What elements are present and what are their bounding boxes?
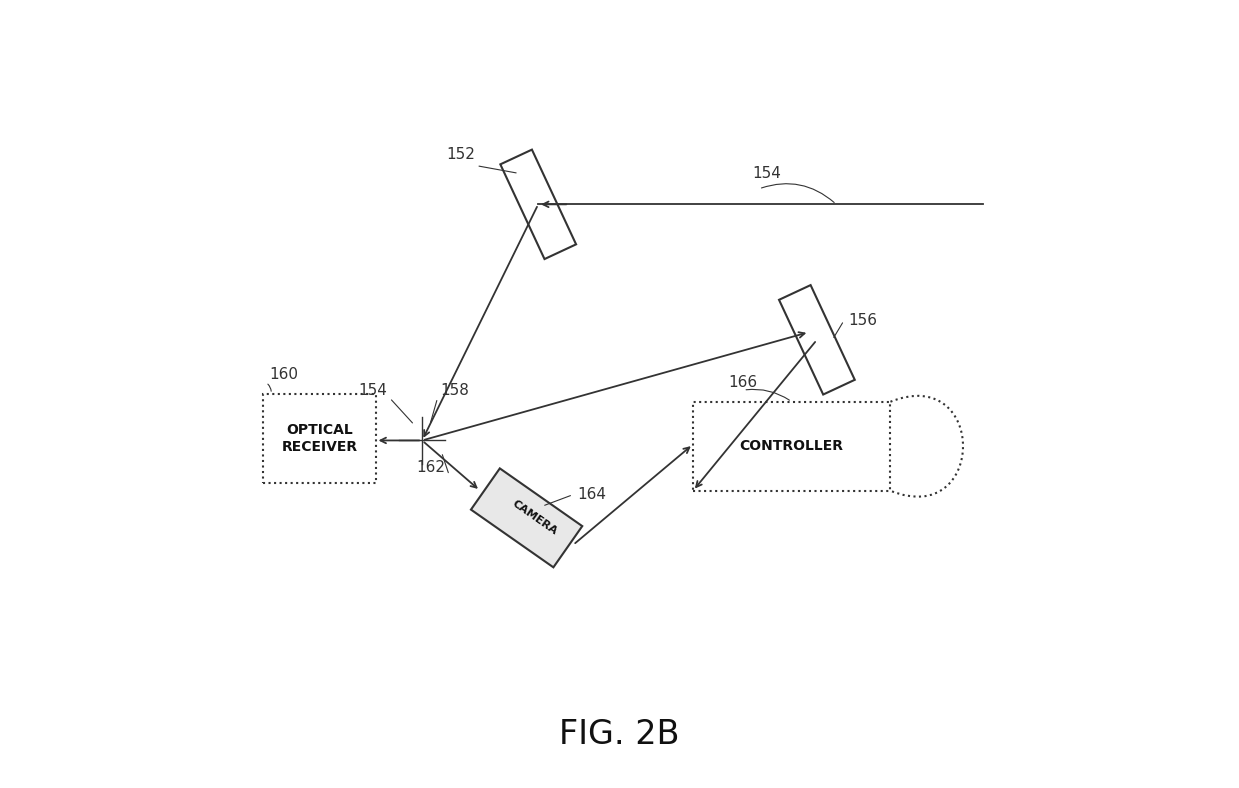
Text: 154: 154: [752, 166, 781, 181]
Text: CONTROLLER: CONTROLLER: [740, 439, 844, 453]
Text: 162: 162: [416, 460, 445, 475]
Text: 164: 164: [577, 487, 606, 502]
Text: 152: 152: [446, 147, 476, 162]
FancyBboxPatch shape: [693, 402, 891, 491]
Text: 166: 166: [729, 375, 758, 390]
Polygon shape: [471, 468, 582, 567]
Polygon shape: [501, 150, 576, 259]
Text: 156: 156: [847, 313, 877, 328]
Text: CAMERA: CAMERA: [510, 499, 559, 537]
Text: OPTICAL
RECEIVER: OPTICAL RECEIVER: [281, 423, 358, 454]
Text: 160: 160: [270, 367, 299, 382]
Polygon shape: [779, 285, 855, 395]
Text: FIG. 2B: FIG. 2B: [559, 718, 680, 751]
Text: 158: 158: [440, 383, 468, 398]
Text: 154: 154: [358, 383, 388, 398]
FancyBboxPatch shape: [264, 394, 375, 483]
